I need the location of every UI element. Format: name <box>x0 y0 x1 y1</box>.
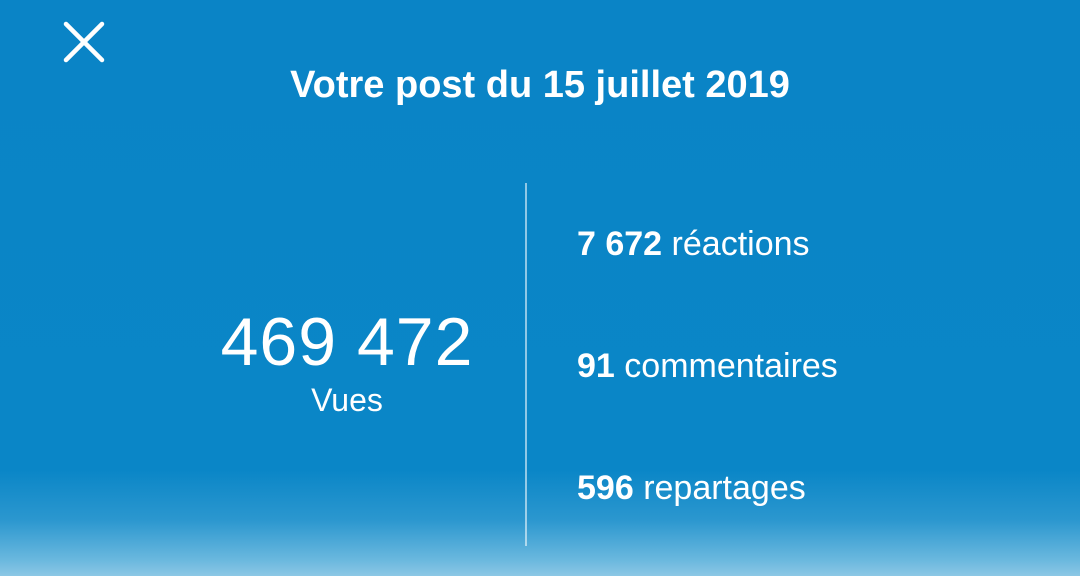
views-label: Vues <box>311 382 383 418</box>
vertical-divider <box>525 183 527 546</box>
reactions-label: réactions <box>671 225 810 263</box>
stat-comments: 91 commentaires <box>577 344 838 388</box>
stat-reactions: 7 672 réactions <box>577 222 810 266</box>
reactions-count: 7 672 <box>577 225 663 263</box>
shares-count: 596 <box>577 469 634 507</box>
views-count: 469 472 <box>220 304 474 380</box>
shares-label: repartages <box>643 469 806 507</box>
page-title: Votre post du 15 juillet 2019 <box>290 64 790 106</box>
close-icon <box>63 21 105 63</box>
close-button[interactable] <box>58 16 110 68</box>
comments-count: 91 <box>577 347 615 385</box>
views-block: 469 472 Vues <box>140 300 554 420</box>
comments-label: commentaires <box>624 347 838 385</box>
stat-shares: 596 repartages <box>577 466 806 510</box>
